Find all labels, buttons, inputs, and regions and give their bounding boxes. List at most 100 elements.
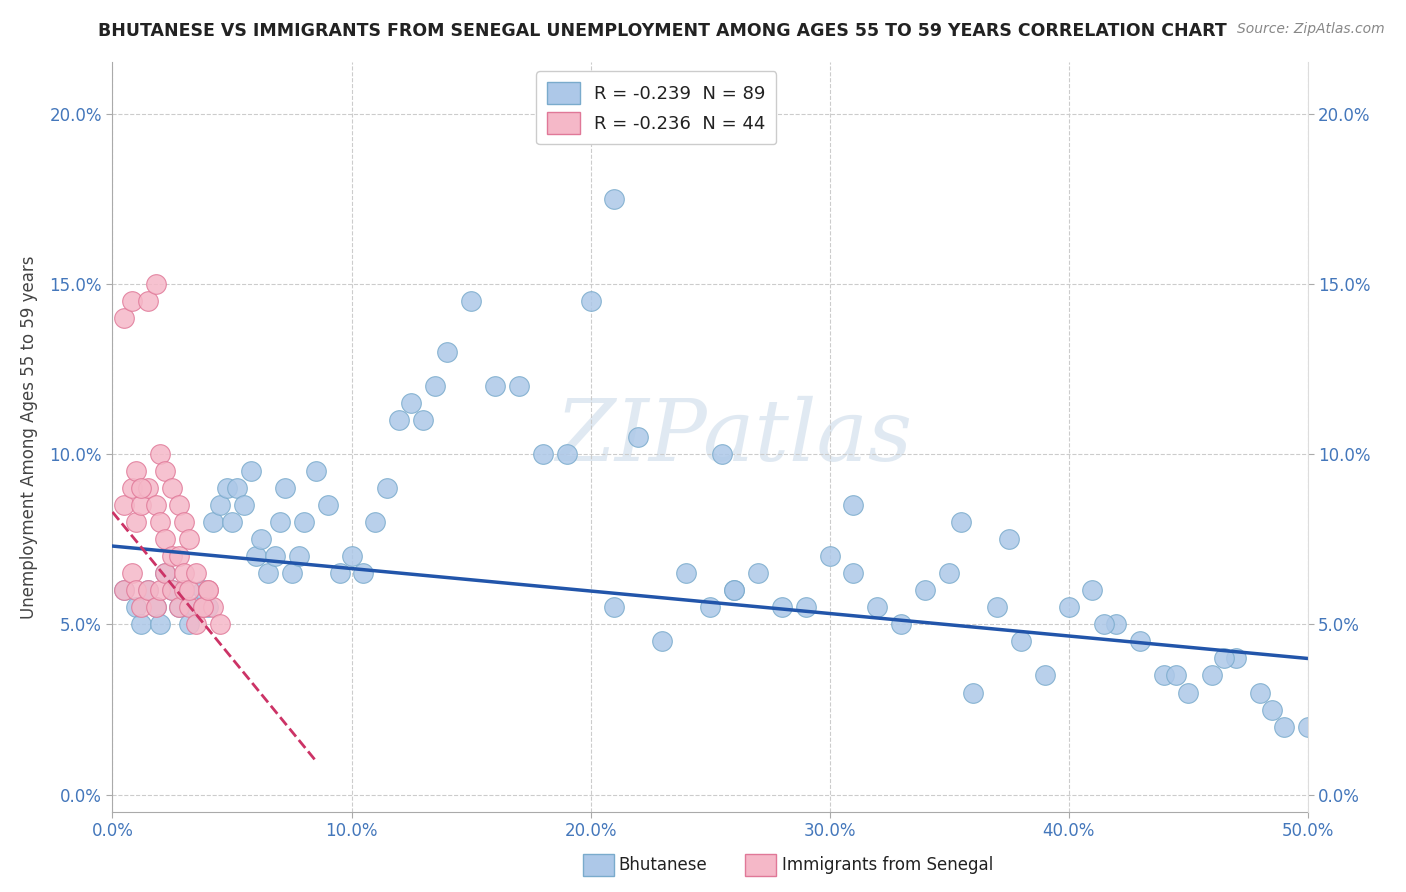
Point	[221, 515, 243, 529]
Point	[555, 447, 578, 461]
Point	[1261, 702, 1284, 716]
Point	[1272, 720, 1295, 734]
Point	[138, 583, 160, 598]
Point	[149, 617, 172, 632]
Point	[364, 515, 387, 529]
Point	[1105, 617, 1128, 632]
Point	[1010, 634, 1032, 648]
Point	[153, 566, 176, 581]
Point	[1177, 685, 1199, 699]
Point	[149, 583, 172, 598]
Point	[1081, 583, 1104, 598]
Point	[145, 600, 167, 615]
Point	[201, 515, 224, 529]
Point	[169, 549, 191, 564]
Point	[114, 583, 135, 598]
Point	[138, 583, 160, 598]
Point	[173, 515, 195, 529]
Point	[186, 617, 208, 632]
Point	[162, 481, 183, 495]
Point	[603, 192, 626, 206]
Point	[121, 481, 143, 495]
Point	[818, 549, 841, 564]
Point	[747, 566, 769, 581]
Point	[890, 617, 912, 632]
Point	[193, 600, 215, 615]
Point	[950, 515, 973, 529]
Point	[114, 583, 135, 598]
Point	[723, 583, 745, 598]
Point	[603, 600, 626, 615]
Point	[281, 566, 304, 581]
Point	[986, 600, 1008, 615]
Point	[177, 617, 200, 632]
Point	[125, 515, 148, 529]
Point	[651, 634, 673, 648]
Text: Bhutanese: Bhutanese	[619, 856, 707, 874]
Point	[249, 533, 271, 547]
Point	[186, 600, 208, 615]
Point	[288, 549, 311, 564]
Point	[149, 447, 172, 461]
Point	[842, 498, 865, 512]
Point	[1129, 634, 1152, 648]
Point	[866, 600, 889, 615]
Point	[938, 566, 960, 581]
Point	[169, 498, 191, 512]
Point	[579, 293, 602, 308]
Point	[129, 481, 152, 495]
Point	[162, 583, 183, 598]
Point	[114, 310, 135, 325]
Point	[197, 583, 219, 598]
Point	[129, 600, 152, 615]
Point	[484, 379, 506, 393]
Point	[129, 498, 152, 512]
Point	[129, 617, 152, 632]
Point	[240, 464, 263, 478]
Point	[962, 685, 984, 699]
Point	[217, 481, 239, 495]
Point	[193, 600, 215, 615]
Point	[209, 617, 232, 632]
Point	[153, 566, 176, 581]
Point	[1153, 668, 1175, 682]
Point	[145, 277, 167, 291]
Point	[138, 293, 160, 308]
Point	[153, 464, 176, 478]
Legend: R = -0.239  N = 89, R = -0.236  N = 44: R = -0.239 N = 89, R = -0.236 N = 44	[536, 71, 776, 145]
Point	[125, 583, 148, 598]
Point	[352, 566, 374, 581]
Point	[257, 566, 280, 581]
Point	[177, 583, 200, 598]
Point	[340, 549, 363, 564]
Point	[269, 515, 291, 529]
Point	[1213, 651, 1236, 665]
Point	[998, 533, 1021, 547]
Point	[1033, 668, 1056, 682]
Point	[145, 600, 167, 615]
Point	[169, 600, 191, 615]
Point	[138, 481, 160, 495]
Point	[162, 583, 183, 598]
Point	[316, 498, 339, 512]
Point	[1166, 668, 1188, 682]
Point	[292, 515, 315, 529]
Point	[1249, 685, 1271, 699]
Text: ZIPatlas: ZIPatlas	[555, 396, 912, 478]
Point	[145, 498, 167, 512]
Point	[531, 447, 554, 461]
Point	[555, 106, 578, 120]
Point	[305, 464, 328, 478]
Point	[401, 396, 423, 410]
Point	[162, 549, 183, 564]
Point	[186, 566, 208, 581]
Point	[460, 293, 482, 308]
Point	[425, 379, 447, 393]
Point	[149, 515, 172, 529]
Point	[125, 464, 148, 478]
Point	[233, 498, 256, 512]
Point	[711, 447, 734, 461]
Point	[675, 566, 697, 581]
Point	[209, 498, 232, 512]
Point	[412, 413, 434, 427]
